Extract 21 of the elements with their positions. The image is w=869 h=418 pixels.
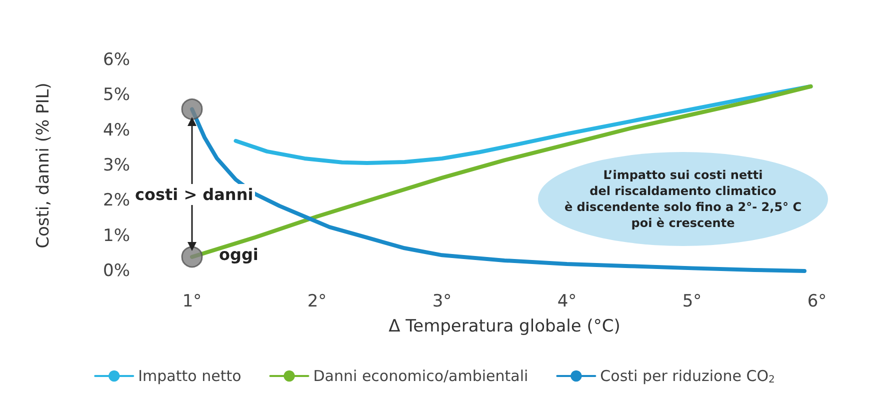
x-tick-label: 4°	[557, 292, 577, 312]
y-tick-label: 3%	[103, 156, 130, 176]
x-axis-title: Δ Temperatura globale (°C)	[388, 316, 620, 336]
annotation: L’impatto sui costi netti del riscaldamento climatico è discendente solo fino a 2°- 2,5° C poi è crescente	[564, 167, 802, 231]
x-tick-label: 5°	[682, 292, 702, 312]
annotation: oggi	[219, 245, 258, 264]
y-tick-label: 5%	[103, 85, 130, 106]
x-tick-label: 3°	[432, 292, 452, 312]
x-tick-label: 1°	[182, 292, 202, 312]
y-axis-title: Costi, danni (% PIL)	[34, 82, 54, 248]
y-tick-label: 0%	[103, 261, 130, 281]
x-tick-label: 2°	[307, 292, 327, 312]
legend-label: Impatto netto	[138, 367, 242, 385]
y-tick-label: 4%	[103, 120, 130, 140]
legend-label: Danni economico/ambientali	[313, 367, 528, 385]
y-tick-label: 6%	[103, 50, 130, 70]
y-tick-label: 2%	[103, 190, 130, 211]
ellipse-callout: L’impatto sui costi netti del riscaldamento climatico è discendente solo fino a 2°- 2,5° C poi è crescente	[538, 152, 828, 246]
y-tick-label: 1%	[103, 226, 130, 246]
annotation: costi > danni	[133, 184, 256, 205]
x-tick-label: 6°	[807, 292, 827, 312]
